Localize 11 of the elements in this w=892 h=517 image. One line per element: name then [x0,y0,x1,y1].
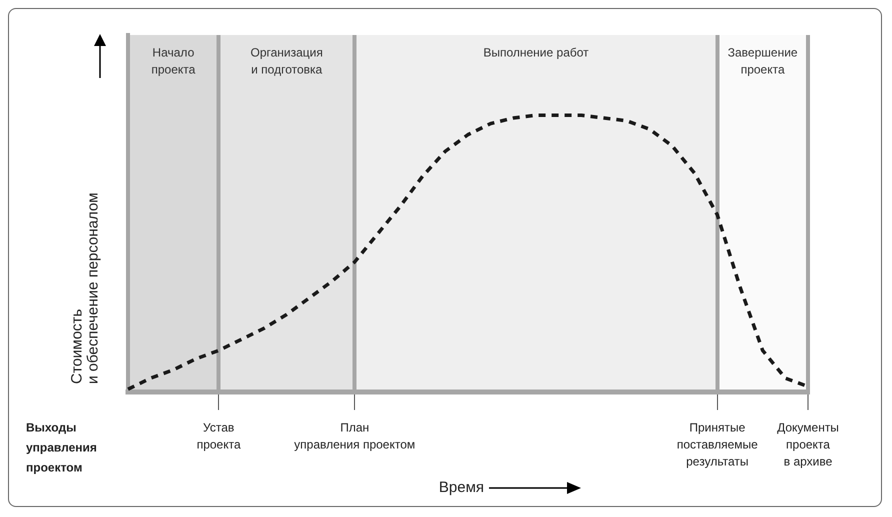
x-tick-label: Документы проекта в архиве [777,420,839,468]
text: Выходы управления проектом [26,420,97,474]
x-tick-label: Устав проекта [196,420,241,452]
text: Организация и подготовка [250,45,323,76]
text: Выполнение работ [483,45,590,60]
y-axis-title: Стоимость и обеспечение персоналом [68,192,102,384]
x-tick-label: Принятые поставляемые результаты [676,420,758,468]
x-tick-label: План управления проектом [294,420,416,452]
text: Завершение проекта [728,45,798,76]
text: Начало проекта [151,45,196,76]
x-axis-title: Время [438,479,484,496]
